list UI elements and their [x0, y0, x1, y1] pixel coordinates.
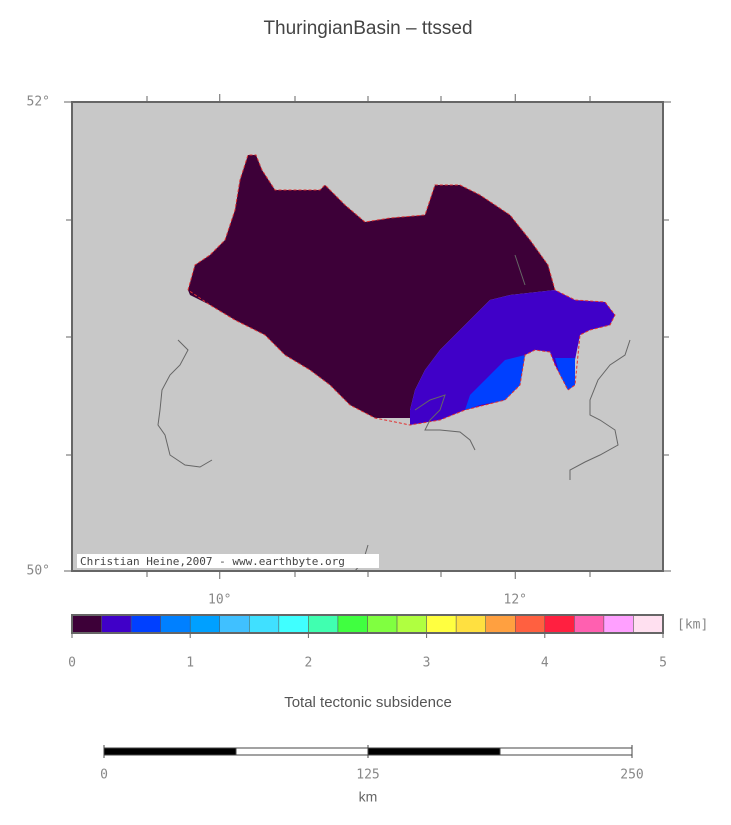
color-bin — [544, 614, 575, 634]
color-bin — [485, 614, 516, 634]
x-tick-label: 12° — [504, 593, 527, 608]
region-dark — [188, 155, 555, 418]
color-bin — [308, 614, 339, 634]
color-bin — [367, 614, 398, 634]
basin-outline — [187, 154, 616, 426]
color-bin — [278, 614, 309, 634]
title: ThuringianBasin – ttssed — [263, 18, 472, 39]
color-bin — [337, 614, 368, 634]
scalebar-tick-label: 0 — [100, 768, 108, 783]
color-bin — [189, 614, 220, 634]
scalebar-unit: km — [359, 789, 378, 805]
color-bin — [130, 614, 161, 634]
scalebar-segment — [367, 747, 501, 756]
y-tick-label: 50° — [27, 564, 50, 579]
region-blue — [555, 358, 575, 390]
color-bin — [603, 614, 634, 634]
color-bin — [219, 614, 250, 634]
color-bin — [160, 614, 191, 634]
credit: Christian Heine,2007 - www.earthbyte.org — [80, 555, 345, 568]
y-tick-label: 52° — [27, 95, 50, 110]
color-bin — [633, 614, 664, 634]
colorbar-tick-label: 1 — [186, 656, 194, 671]
color-bin — [396, 614, 427, 634]
color-bin — [426, 614, 457, 634]
colorbar-label: Total tectonic subsidence — [284, 694, 452, 711]
colorbar-tick-label: 4 — [541, 656, 549, 671]
color-bin — [249, 614, 280, 634]
colorbar-tick-label: 3 — [423, 656, 431, 671]
colorbar-unit: [km] — [677, 618, 708, 633]
x-tick-label: 10° — [208, 593, 231, 608]
colorbar-frame — [71, 614, 664, 634]
color-bin — [455, 614, 486, 634]
scalebar-tick-label: 250 — [620, 768, 643, 783]
scalebar-segment — [499, 747, 633, 756]
colorbar-tick-label: 2 — [304, 656, 312, 671]
scalebar-segment — [235, 747, 369, 756]
color-bin — [574, 614, 605, 634]
map: Christian Heine,2007 - www.earthbyte.org — [66, 96, 669, 577]
region-blue — [465, 355, 525, 410]
region-purple — [410, 290, 615, 425]
credit-box — [77, 554, 379, 568]
colorbar-tick-label: 5 — [659, 656, 667, 671]
minor-ticks — [66, 96, 669, 577]
colorbar-tick-label: 0 — [68, 656, 76, 671]
color-bin — [101, 614, 132, 634]
color-bin — [515, 614, 546, 634]
color-bin — [71, 614, 102, 634]
scalebar-segment — [103, 747, 237, 756]
scalebar-tick-label: 125 — [356, 768, 379, 783]
